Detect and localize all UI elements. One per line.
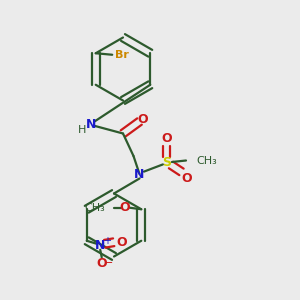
Text: N: N (134, 167, 145, 181)
Text: Br: Br (115, 50, 128, 60)
Text: O: O (119, 201, 130, 214)
Text: N: N (95, 239, 105, 252)
Text: O: O (161, 132, 172, 146)
Text: O: O (116, 236, 127, 249)
Text: O: O (138, 112, 148, 126)
Text: H: H (78, 125, 86, 135)
Text: CH₃: CH₃ (196, 155, 217, 166)
Text: N: N (86, 118, 97, 131)
Text: S: S (162, 155, 171, 169)
Text: O: O (181, 172, 192, 185)
Text: −: − (103, 258, 113, 268)
Text: CH₃: CH₃ (85, 203, 105, 213)
Text: +: + (103, 236, 111, 246)
Text: O: O (96, 257, 107, 270)
